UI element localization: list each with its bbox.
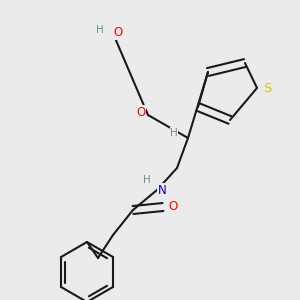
Text: H: H	[170, 128, 178, 138]
Text: N: N	[158, 184, 166, 196]
Text: H: H	[96, 25, 104, 35]
Text: S: S	[263, 82, 271, 94]
Text: O: O	[113, 26, 123, 40]
Text: O: O	[136, 106, 146, 118]
Text: O: O	[168, 200, 178, 214]
Text: H: H	[143, 175, 151, 185]
